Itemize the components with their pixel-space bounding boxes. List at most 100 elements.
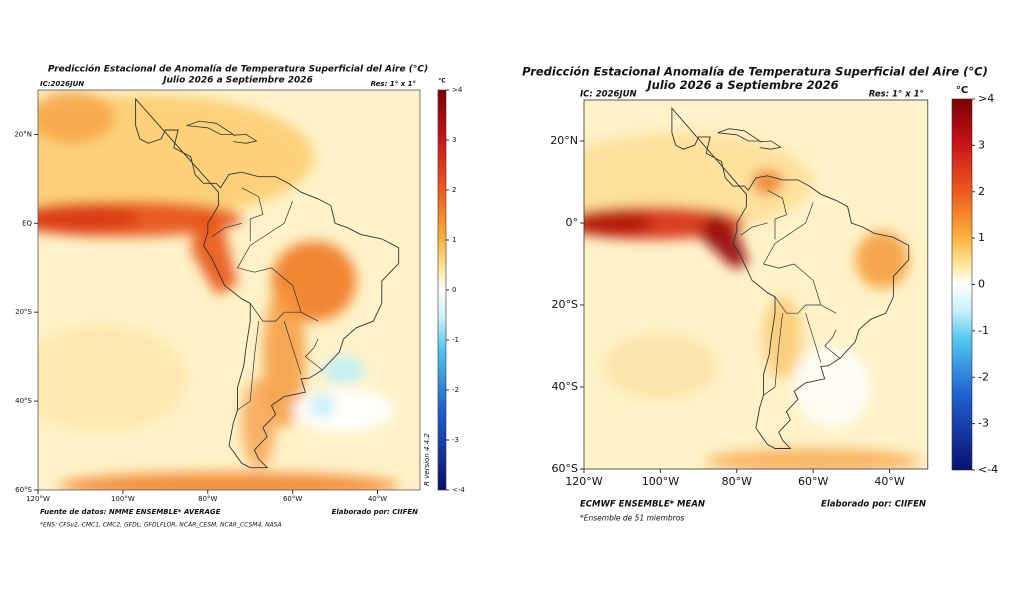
border [805, 313, 822, 363]
anomaly-area [59, 472, 399, 490]
colorbar-label: 3 [452, 136, 456, 144]
data-source: Fuente de datos: NMME ENSEMBLE* AVERAGE [40, 508, 221, 516]
title: Predicción Estacional de Anomalía de Tem… [48, 64, 428, 75]
lat-label: 0° [566, 216, 579, 229]
subtitle: Julio 2026 a Septiembre 2026 [645, 78, 838, 92]
colorbar-label: <-4 [978, 463, 998, 476]
lon-label: 100°W [111, 495, 135, 503]
border [283, 320, 302, 375]
lat-label: 20°S [15, 308, 32, 316]
lat-label: EQ [22, 219, 32, 227]
anomaly-area [763, 296, 802, 379]
anomaly-area [698, 210, 749, 269]
colorbar-label: -3 [978, 417, 989, 430]
res-label: Res: 1° x 1° [371, 80, 416, 88]
border [740, 222, 768, 236]
colorbar-label: 0 [452, 286, 456, 294]
anomaly-area [309, 394, 336, 417]
anomaly-area [584, 132, 814, 232]
lon-label: 120°W [565, 475, 602, 488]
anomaly-area [322, 356, 365, 384]
colorbar-label: 1 [978, 231, 985, 244]
lon-label: 40°W [368, 495, 387, 503]
map-field [38, 90, 420, 490]
lat-label: 20°N [550, 134, 578, 147]
lon-label: 80°W [198, 495, 217, 503]
title: Predicción Estacional Anomalía de Temper… [522, 65, 988, 79]
lat-label: 20°S [552, 298, 578, 311]
anomaly-area [855, 231, 909, 289]
data-source: ECMWF ENSEMBLE* MEAN [580, 500, 705, 510]
colorbar-label: >4 [978, 92, 994, 105]
credit: Elaborado por: CIIFEN [332, 508, 419, 516]
colorbar [951, 98, 973, 471]
anomaly-area [752, 169, 783, 195]
border [241, 187, 264, 242]
lat-label: 60°S [552, 462, 578, 475]
ic-label: IC: 2026JUN [580, 90, 637, 100]
colorbar-label: >4 [452, 86, 463, 94]
colorbar-label: -3 [452, 436, 459, 444]
credit: Elaborado por: CIIFEN [821, 500, 926, 510]
island [759, 140, 782, 150]
note: *ENS: CFSv2, CMC1, CMC2, GFDL, GFDLFLOR,… [40, 522, 282, 529]
colorbar-label: -2 [452, 386, 459, 394]
colorbar-label: 1 [452, 236, 456, 244]
island [233, 133, 258, 144]
anomaly-area [584, 210, 653, 236]
colorbar-label: <-4 [452, 486, 465, 494]
colorbar-label: -1 [978, 324, 989, 337]
map-frame [583, 99, 929, 470]
colorbar [437, 89, 447, 491]
lat-label: 40°S [552, 380, 578, 393]
colorbar-label: 3 [978, 138, 985, 151]
border [762, 202, 837, 314]
anomaly-area [241, 378, 276, 468]
border [237, 321, 260, 411]
border [304, 338, 323, 371]
anomaly-area [38, 205, 140, 233]
border [824, 329, 841, 359]
lon-label: 60°W [798, 475, 828, 488]
border [774, 296, 821, 314]
island [717, 128, 762, 142]
border [763, 313, 783, 396]
map-field [584, 100, 928, 469]
note: *Ensemble de 51 miembros [580, 514, 684, 523]
colorbar-label: -1 [452, 336, 459, 344]
map-frame [37, 89, 421, 491]
anomaly-field [584, 132, 921, 469]
coastline [671, 106, 910, 449]
lon-label: 120°W [26, 495, 50, 503]
lat-label: 20°N [14, 130, 32, 138]
res-label: Res: 1° x 1° [869, 90, 924, 100]
anomaly-area [292, 387, 395, 433]
border [236, 200, 319, 322]
lon-label: 80°W [722, 475, 752, 488]
anomaly-area [794, 346, 871, 428]
version: R version 4.4.2 [423, 433, 431, 486]
colorbar-label: 2 [978, 185, 985, 198]
lat-label: 60°S [15, 486, 32, 494]
coastline [135, 97, 400, 469]
colorbar-unit: °C [956, 85, 968, 96]
anomaly-area [190, 205, 238, 295]
border [249, 303, 302, 322]
island [186, 120, 235, 135]
colorbar-label: -2 [978, 370, 989, 383]
subtitle: Julio 2026 a Septiembre 2026 [161, 76, 313, 86]
lon-label: 60°W [283, 495, 302, 503]
lon-label: 100°W [642, 475, 679, 488]
ic-label: IC:2026JUN [40, 80, 84, 88]
border [211, 222, 242, 237]
anomaly-area [603, 333, 718, 400]
anomaly-area [38, 90, 115, 144]
colorbar-unit: °C [438, 78, 446, 85]
border [767, 189, 787, 240]
anomaly-area [38, 325, 187, 433]
lat-label: 40°S [15, 397, 32, 405]
colorbar-label: 0 [978, 278, 985, 291]
